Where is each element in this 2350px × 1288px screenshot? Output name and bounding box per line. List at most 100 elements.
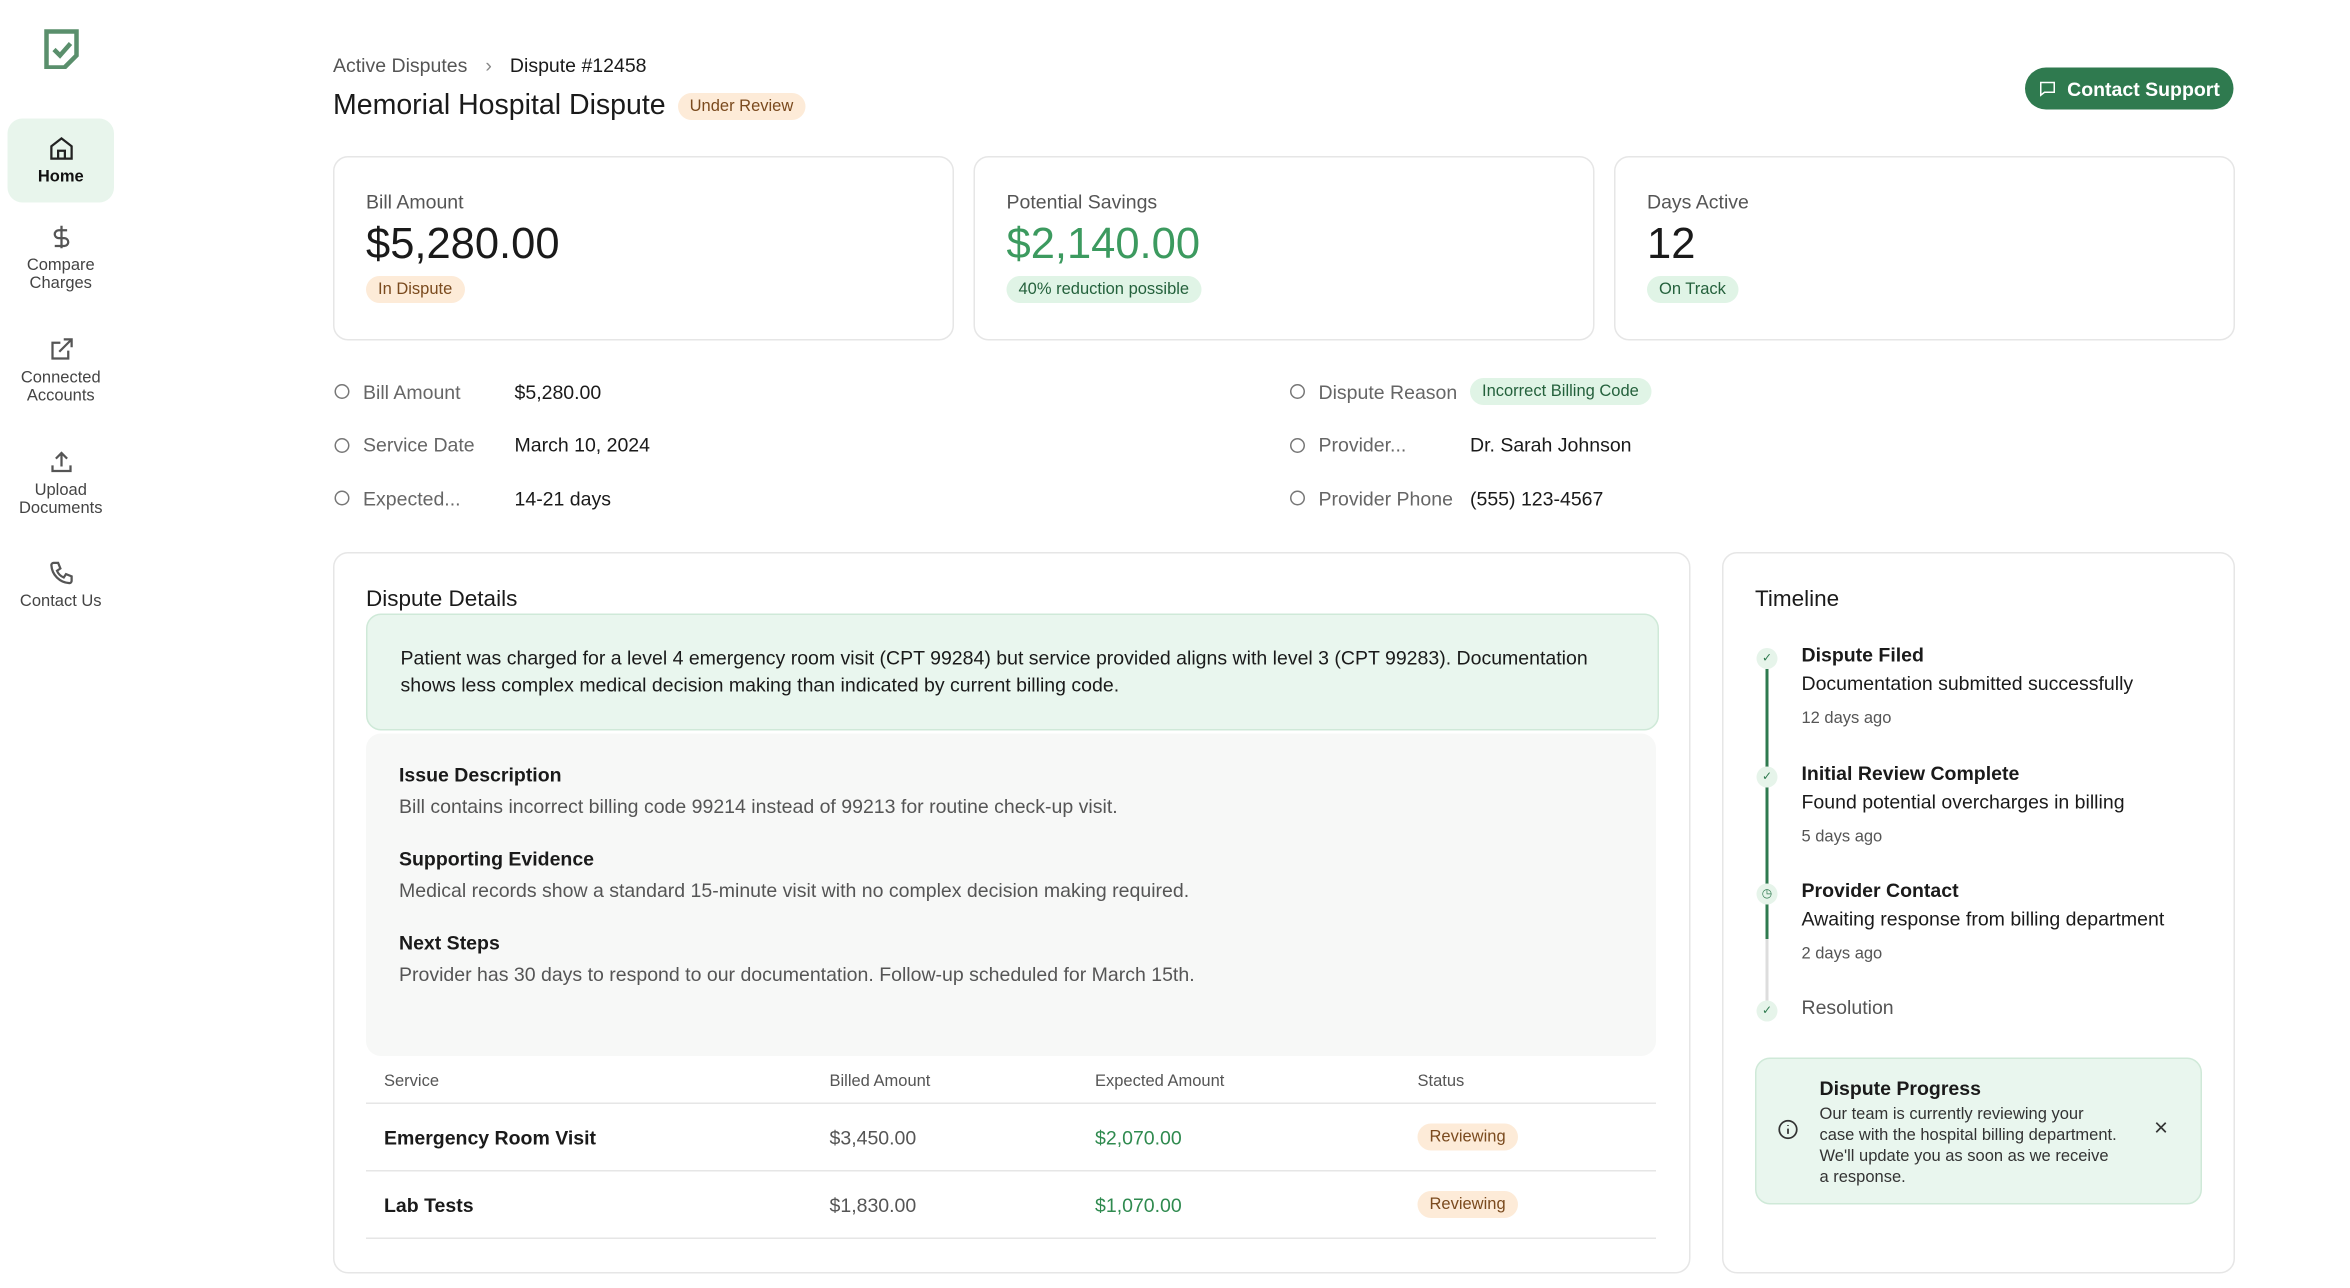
nav-item[interactable]: Connected Accounts — [8, 336, 115, 405]
table-cell: $1,070.00 — [1077, 1170, 1400, 1239]
table-cell: $1,830.00 — [811, 1170, 1077, 1239]
close-button[interactable]: × — [2154, 1116, 2169, 1142]
alert-title: Dispute Progress — [1819, 1077, 1981, 1100]
stat-badge: In Dispute — [366, 276, 465, 303]
dispute-details-card: Dispute Details Patient was charged for … — [333, 552, 1691, 1274]
nav-label: Compare Charges — [26, 256, 95, 293]
status-badge: Reviewing — [1417, 1123, 1518, 1151]
section-heading: Issue Description — [399, 763, 562, 787]
stat-card: Days Active 12 On Track — [1614, 156, 2235, 341]
card-title: Dispute Details — [366, 586, 518, 613]
column-header: Service — [366, 1060, 812, 1104]
progress-alert: Dispute Progress Our team is currently r… — [1755, 1057, 2202, 1205]
breadcrumb: Active Disputes › Dispute #12458 — [333, 54, 647, 77]
info-icon — [333, 436, 363, 454]
table-header: Service Billed Amount Expected Amount Statu… — [366, 1060, 1656, 1104]
info-row: Service Date March 10, 2024 — [333, 430, 650, 460]
table-cell: Reviewing — [1399, 1103, 1656, 1172]
item-time: 2 days ago — [1801, 945, 1883, 963]
info-label: Provider Phone — [1318, 486, 1453, 510]
reason-badge: Incorrect Billing Code — [1470, 378, 1651, 405]
item-title: Initial Review Complete — [1801, 762, 2020, 785]
nav-item[interactable]: Compare Charges — [8, 224, 115, 293]
item-time: 5 days ago — [1801, 828, 1883, 846]
table-cell: $3,450.00 — [811, 1103, 1077, 1172]
item-description: Documentation submitted successfully — [1801, 672, 2134, 695]
item-time: 12 days ago — [1801, 709, 1892, 728]
item-description: Found potential overcharges in billing — [1801, 790, 2125, 814]
timeline-item: Initial Review Complete Found potential o… — [1802, 762, 2125, 846]
stat-card: Potential Savings $2,140.00 40% reduction … — [973, 156, 1595, 341]
info-icon — [1289, 489, 1319, 507]
timeline-item: Provider Contact Awaiting response from b… — [1802, 879, 2165, 963]
nav-item[interactable]: Home — [7, 118, 114, 203]
breadcrumb-link[interactable]: Active Disputes — [333, 54, 468, 77]
timeline-line — [1765, 669, 1769, 939]
table-cell: Lab Tests — [366, 1170, 812, 1239]
info-row: Provider... Dr. Sarah Johnson — [1289, 430, 1632, 460]
status-badge: Reviewing — [1417, 1191, 1518, 1218]
item-title: Resolution — [1801, 996, 1894, 1019]
stat-value: $2,140.00 — [1006, 220, 1201, 269]
stat-value: 12 — [1647, 220, 1696, 269]
section-text: Bill contains incorrect billing code 992… — [399, 795, 1118, 818]
info-value: March 10, 2024 — [514, 433, 651, 457]
table-cell: $2,070.00 — [1077, 1103, 1400, 1172]
stat-label: Days Active — [1647, 190, 1749, 214]
timeline-dot: ◷ — [1756, 883, 1778, 905]
nav-item[interactable]: Contact Us — [8, 560, 115, 611]
timeline-dot: ✓ — [1756, 766, 1778, 788]
timeline-item: Resolution — [1802, 996, 1894, 1019]
info-label: Dispute Reason — [1318, 380, 1458, 403]
nav-label: Upload Documents — [19, 481, 103, 518]
info-row: Bill Amount $5,280.00 — [333, 377, 601, 407]
stat-card: Bill Amount $5,280.00 In Dispute — [333, 156, 954, 341]
section-text: Medical records show a standard 15-minut… — [399, 879, 1190, 902]
timeline-dot: ✓ — [1756, 648, 1778, 669]
stat-label: Potential Savings — [1006, 190, 1158, 214]
stat-label: Bill Amount — [366, 190, 464, 214]
column-header: Expected Amount — [1077, 1060, 1400, 1104]
status-badge: Under Review — [677, 93, 806, 120]
alert-text: Our team is currently reviewing your cas… — [1819, 1105, 2117, 1187]
info-icon — [333, 489, 363, 507]
info-value: 14-21 days — [514, 486, 611, 510]
card-title: Timeline — [1755, 586, 1840, 613]
nav-label: Home — [37, 168, 84, 186]
section-heading: Supporting Evidence — [399, 847, 595, 871]
stat-badge: On Track — [1647, 276, 1738, 303]
nav-label: Contact Us — [19, 592, 102, 611]
info-value: $5,280.00 — [514, 380, 602, 403]
info-label: Expected... — [363, 486, 461, 510]
timeline-item: Dispute Filed Documentation submitted suc… — [1802, 644, 2134, 728]
info-label: Provider... — [1318, 433, 1407, 457]
charges-table: Service Billed Amount Expected Amount Statu… — [366, 1060, 1656, 1239]
breadcrumb-current: Dispute #12458 — [509, 54, 647, 77]
contact-support-button[interactable]: Contact Support — [2025, 67, 2234, 110]
table-cell: Emergency Room Visit — [366, 1103, 812, 1172]
info-label: Service Date — [363, 433, 475, 457]
info-icon — [1289, 383, 1319, 401]
summary: Patient was charged for a level 4 emerge… — [366, 613, 1659, 731]
chevron: › — [485, 54, 492, 77]
section: Supporting Evidence Medical records show … — [399, 848, 1623, 902]
info-row: Provider Phone (555) 123-4567 — [1289, 483, 1604, 513]
nav-item[interactable]: Upload Documents — [8, 449, 115, 518]
timeline-dot: ✓ — [1756, 1000, 1778, 1022]
item-description: Awaiting response from billing departmen… — [1801, 907, 2165, 931]
info-icon — [1289, 436, 1319, 454]
logo — [44, 29, 79, 69]
table-row: Emergency Room Visit $3,450.00 $2,070.00 Re… — [366, 1103, 1656, 1172]
stat-badge: 40% reduction possible — [1006, 276, 1202, 303]
table-row: Lab Tests $1,830.00 $1,070.00 Reviewing — [366, 1170, 1656, 1239]
nav-label: Connected Accounts — [20, 369, 101, 405]
sections: Issue Description Bill contains incorrect… — [366, 733, 1656, 1056]
info-value: (555) 123-4567 — [1470, 486, 1604, 510]
info-label: Bill Amount — [363, 380, 461, 403]
stat-value: $5,280.00 — [366, 220, 560, 269]
timeline-line — [1765, 939, 1769, 1011]
column-header: Billed Amount — [811, 1060, 1077, 1104]
info-row: Expected... 14-21 days — [333, 483, 611, 513]
